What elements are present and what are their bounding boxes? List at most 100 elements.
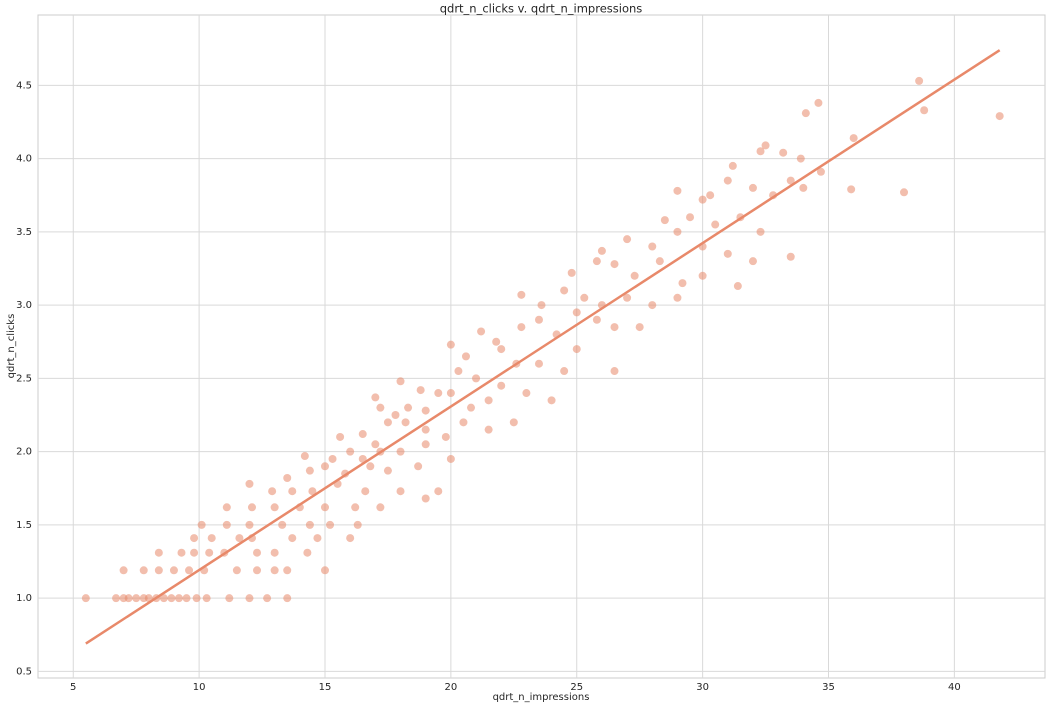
- scatter-point: [288, 487, 297, 496]
- scatter-point: [517, 290, 526, 299]
- scatter-point: [391, 410, 400, 419]
- scatter-point: [610, 323, 619, 332]
- scatter-point: [446, 454, 455, 463]
- scatter-point: [270, 548, 279, 557]
- scatter-point: [814, 98, 823, 107]
- scatter-point: [477, 327, 486, 336]
- scatter-point: [454, 367, 463, 376]
- y-tick-label: 4.5: [16, 80, 32, 91]
- scatter-point: [232, 566, 241, 575]
- scatter-point: [786, 252, 795, 261]
- scatter-point: [567, 268, 576, 277]
- scatter-point: [174, 594, 183, 603]
- scatter-point: [132, 594, 141, 603]
- scatter-point: [484, 425, 493, 434]
- scatter-point: [320, 503, 329, 512]
- scatter-point: [786, 176, 795, 185]
- scatter-point: [572, 345, 581, 354]
- scatter-point: [154, 566, 163, 575]
- y-tick-label: 3.0: [16, 300, 32, 311]
- scatter-point: [303, 548, 312, 557]
- scatter-point: [192, 594, 201, 603]
- scatter-point: [779, 148, 788, 157]
- scatter-point: [404, 403, 413, 412]
- chart-title: qdrt_n_clicks v. qdrt_n_impressions: [440, 2, 643, 16]
- scatter-point: [235, 534, 244, 543]
- x-tick-label: 25: [570, 682, 583, 693]
- scatter-point: [497, 345, 506, 354]
- scatter-point: [112, 594, 121, 603]
- x-tick-label: 20: [445, 682, 458, 693]
- scatter-point: [610, 367, 619, 376]
- scatter-point: [706, 191, 715, 200]
- scatter-point: [167, 594, 176, 603]
- scatter-point: [396, 377, 405, 386]
- scatter-point: [580, 293, 589, 302]
- scatter-point: [190, 548, 199, 557]
- scatter-point: [308, 487, 317, 496]
- scatter-point: [522, 389, 531, 398]
- scatter-point: [124, 594, 133, 603]
- scatter-point: [673, 227, 682, 236]
- regression-line: [85, 49, 1001, 645]
- scatter-point: [756, 227, 765, 236]
- scatter-point: [346, 447, 355, 456]
- scatter-point: [434, 487, 443, 496]
- y-tick-label: 3.5: [16, 227, 32, 238]
- scatter-point: [358, 454, 367, 463]
- y-tick-label: 2.5: [16, 373, 32, 384]
- scatter-point: [253, 566, 262, 575]
- scatter-point: [383, 418, 392, 427]
- scatter-point: [592, 257, 601, 266]
- scatter-point: [326, 520, 335, 529]
- scatter-point: [534, 315, 543, 324]
- scatter-point: [383, 466, 392, 475]
- scatter-point: [484, 396, 493, 405]
- scatter-point: [920, 106, 929, 115]
- scatter-point: [623, 293, 632, 302]
- scatter-point: [119, 566, 128, 575]
- scatter-point: [723, 249, 732, 258]
- scatter-point: [253, 548, 262, 557]
- scatter-point: [421, 494, 430, 503]
- scatter-point: [371, 393, 380, 402]
- scatter-point: [421, 440, 430, 449]
- scatter-point: [678, 279, 687, 288]
- scatter-point: [205, 548, 214, 557]
- scatter-point: [283, 566, 292, 575]
- scatter-point: [849, 134, 858, 143]
- scatter-point: [698, 271, 707, 280]
- scatter-point: [517, 323, 526, 332]
- scatter-point: [655, 257, 664, 266]
- scatter-point: [723, 176, 732, 185]
- scatter-point: [623, 235, 632, 244]
- scatter-point: [472, 374, 481, 383]
- x-tick-label: 5: [70, 682, 76, 693]
- scatter-point: [305, 466, 314, 475]
- scatter-point: [154, 548, 163, 557]
- scatter-point: [630, 271, 639, 280]
- scatter-point: [467, 403, 476, 412]
- scatter-point: [346, 534, 355, 543]
- scatter-point: [351, 503, 360, 512]
- scatter-point: [185, 566, 194, 575]
- scatter-point: [396, 447, 405, 456]
- scatter-point: [300, 452, 309, 461]
- scatter-point: [816, 167, 825, 176]
- x-tick-label: 30: [696, 682, 709, 693]
- scatter-point: [592, 315, 601, 324]
- scatter-point: [748, 183, 757, 192]
- scatter-point: [222, 520, 231, 529]
- scatter-point: [610, 260, 619, 269]
- scatter-point: [915, 76, 924, 85]
- scatter-point: [414, 462, 423, 471]
- scatter-point: [698, 195, 707, 204]
- scatter-point: [358, 430, 367, 439]
- scatter-point: [371, 440, 380, 449]
- scatter-point: [509, 418, 518, 427]
- scatter-point: [81, 594, 90, 603]
- scatter-point: [648, 242, 657, 251]
- scatter-point: [461, 352, 470, 361]
- scatter-point: [283, 594, 292, 603]
